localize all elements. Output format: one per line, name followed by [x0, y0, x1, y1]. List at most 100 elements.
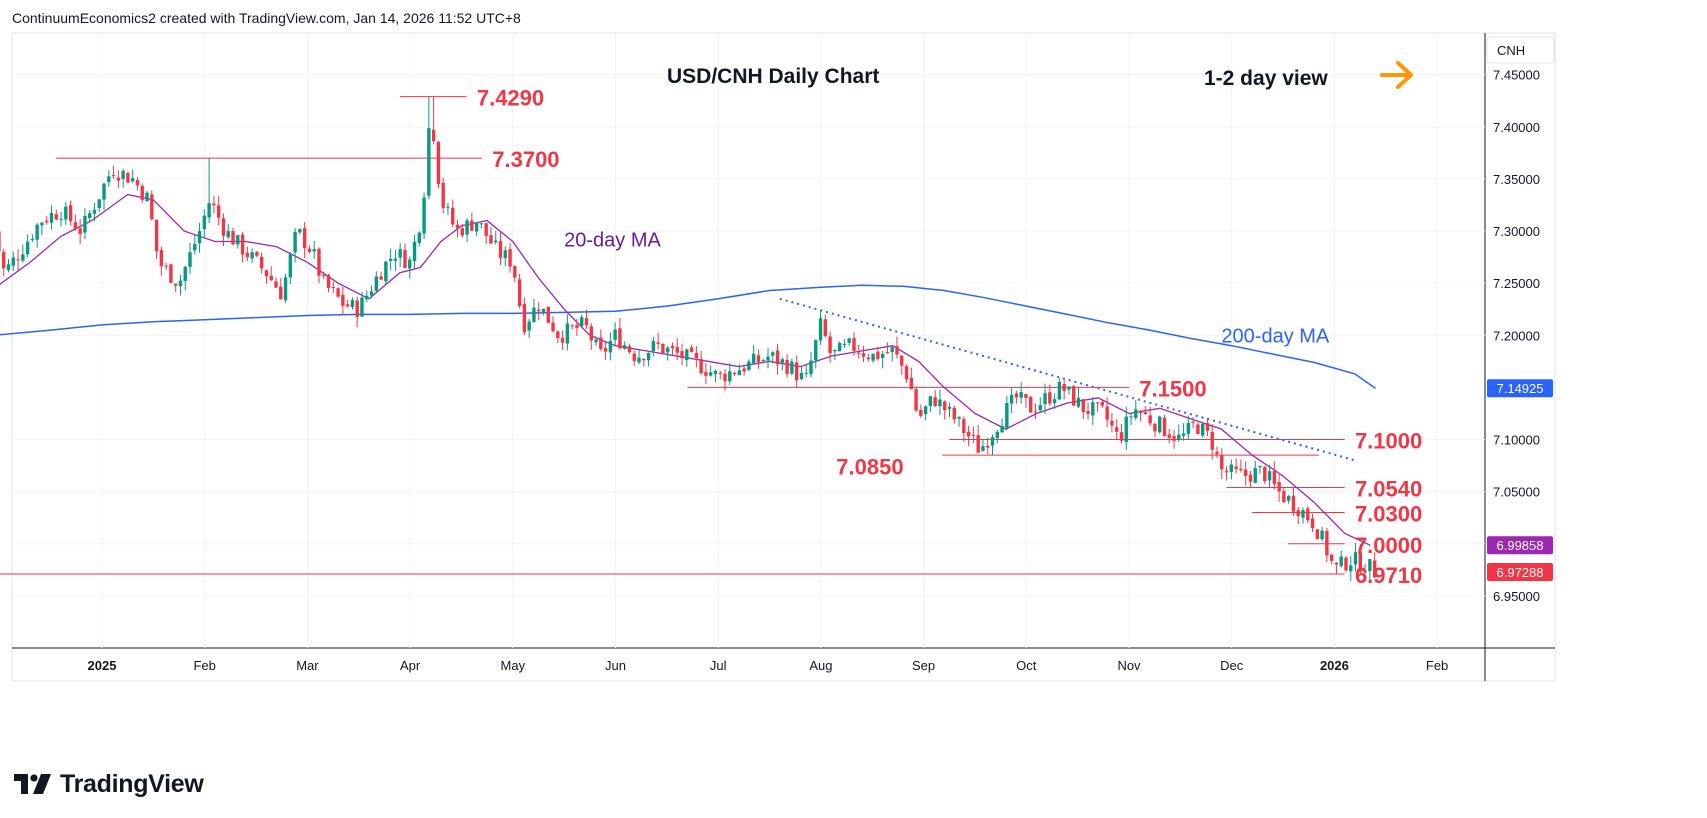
candle-body [1076, 397, 1081, 407]
candle-body [1181, 433, 1186, 436]
candle-body [646, 353, 651, 361]
candle-body [302, 228, 307, 249]
candle-body [474, 222, 479, 232]
trendline-dotted [779, 297, 1356, 462]
candle-body [379, 276, 383, 280]
x-tick-label: 2026 [1320, 658, 1349, 673]
chart-frame [11, 32, 1556, 682]
candle-body [317, 248, 321, 276]
candle-body [35, 224, 39, 240]
chart-axes: 7.45000 7.40000 7.35000 7.30000 7.25000 7.200… [88, 36, 1555, 673]
candle-body [226, 231, 230, 238]
candle-body [1358, 552, 1363, 572]
candle-body [365, 295, 369, 300]
candle-body [451, 207, 455, 225]
candle-body [799, 372, 804, 379]
candle-body [460, 228, 464, 236]
candle-body [1157, 416, 1162, 433]
candle-body [1009, 394, 1014, 404]
candle-body [656, 342, 660, 344]
candle-body [1229, 464, 1234, 472]
candle-body [809, 360, 813, 375]
candle-body [1186, 422, 1191, 435]
candle-body [1138, 411, 1143, 413]
candle-body [1296, 510, 1300, 517]
moving-averages [0, 193, 1376, 546]
candle-body [632, 353, 636, 361]
candle-body [933, 397, 937, 406]
level-label: 7.0300 [1355, 501, 1422, 526]
candle-body [59, 218, 63, 220]
candle-body [761, 360, 765, 362]
candle-body [92, 209, 97, 214]
y-tick-label: 7.30000 [1493, 224, 1540, 239]
candle-body [537, 309, 541, 312]
candle-body [618, 328, 622, 349]
candle-body [756, 355, 761, 363]
candle-body [1306, 508, 1310, 521]
level-label: 7.0850 [836, 455, 903, 480]
candle-body [1372, 560, 1377, 578]
candle-body [952, 407, 956, 420]
candle-body [737, 370, 742, 376]
candle-body [895, 346, 899, 355]
candle-body [857, 352, 861, 354]
level-label: 7.1000 [1355, 429, 1422, 454]
symbol-label: CNH [1497, 43, 1525, 58]
y-tick-label: 7.40000 [1493, 120, 1540, 135]
candle-body [78, 228, 82, 235]
candle-body [159, 250, 164, 267]
candle-body [1167, 434, 1171, 438]
candle-body [928, 396, 933, 406]
candle-body [594, 339, 598, 343]
candle-body [1234, 466, 1238, 470]
tradingview-logo[interactable]: TradingView [14, 768, 204, 800]
x-tick-label: Oct [1016, 658, 1037, 673]
candle-body [890, 347, 894, 352]
candle-body [603, 348, 608, 352]
candle-body [1267, 471, 1272, 481]
y-tick-label: 6.95000 [1493, 589, 1540, 604]
candle-body [713, 370, 718, 374]
candle-body [689, 347, 694, 352]
candle-body [814, 340, 818, 361]
candle-body [1215, 451, 1219, 455]
candle-body [943, 401, 947, 411]
candle-body [627, 346, 632, 353]
candle-body [1148, 415, 1152, 424]
candle-body [1086, 410, 1090, 414]
y-tick-label: 7.45000 [1493, 68, 1540, 83]
candle-body [64, 206, 68, 220]
candle-body [494, 240, 498, 243]
candle-body [164, 265, 168, 267]
candle-body [173, 283, 178, 286]
candle-body [1000, 425, 1004, 433]
arrow-head [1396, 61, 1413, 89]
chart-title: USD/CNH Daily Chart [667, 65, 879, 88]
candle-body [169, 264, 173, 283]
candle-body [1301, 510, 1305, 518]
candle-body [665, 347, 670, 353]
candle-body [197, 231, 202, 244]
candle-body [517, 279, 522, 307]
price-badge [1487, 563, 1553, 582]
candle-body [283, 277, 288, 301]
candle-body [255, 251, 259, 256]
candle-body [1005, 403, 1009, 428]
candle-body [1124, 416, 1128, 443]
candle-body [866, 357, 871, 360]
candle-body [780, 359, 785, 363]
candle-body [699, 359, 703, 374]
candle-body [1043, 393, 1047, 405]
candle-body [1134, 409, 1138, 418]
candle-body [73, 222, 78, 230]
candle-body [1205, 423, 1210, 431]
candle-body [408, 259, 412, 269]
candle-body [1286, 496, 1291, 501]
candle-body [1334, 562, 1339, 565]
candle-body [307, 248, 312, 252]
x-tick-label: Feb [1426, 658, 1448, 673]
candle-body [298, 229, 302, 233]
candle-body [1191, 421, 1195, 423]
